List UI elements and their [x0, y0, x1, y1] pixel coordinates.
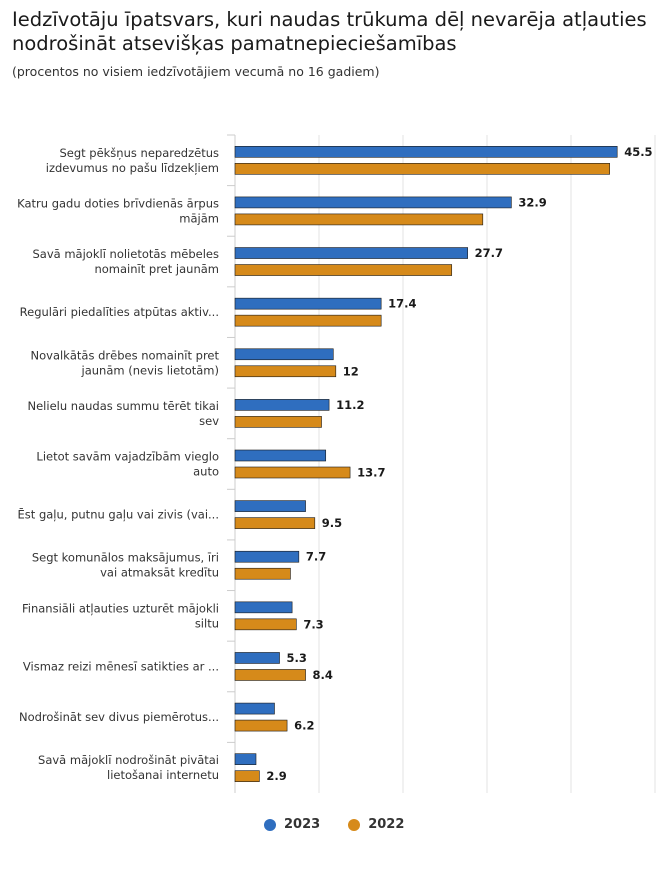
bar-2022[interactable]	[234, 618, 297, 631]
category-label: Vismaz reizi mēnesī satikties ar ...	[23, 659, 219, 673]
bar-2023[interactable]	[234, 753, 257, 765]
category-label: Novalkātās drēbes nomainīt pret jaunām (n…	[31, 348, 220, 377]
bar-2022[interactable]	[234, 213, 484, 226]
category-label: Nelielu naudas summu tērēt tikai sev	[28, 399, 220, 428]
category-label: Segt komunālos maksājumus, īri vai atmaks…	[32, 551, 219, 580]
legend-swatch-2023	[264, 818, 276, 831]
data-label-2023: 7.7	[306, 550, 326, 564]
bar-2022[interactable]	[234, 669, 306, 681]
bar-2023[interactable]	[234, 196, 512, 209]
bar-2023[interactable]	[234, 348, 334, 361]
legend: 2023 2022	[264, 817, 404, 832]
bar-2023[interactable]	[234, 297, 382, 310]
data-label-2022: 6.2	[294, 719, 314, 733]
bar-2023[interactable]	[234, 601, 293, 614]
legend-swatch-2022	[348, 818, 361, 831]
data-label-2023: 45.5	[624, 145, 652, 159]
bar-2023[interactable]	[234, 652, 280, 664]
data-label-2022: 7.3	[303, 617, 323, 631]
category-label: Lietot savām vajadzībām vieglo auto	[36, 450, 219, 479]
legend-item-2023[interactable]: 2023	[264, 817, 320, 832]
data-label-2022: 2.9	[266, 769, 286, 783]
bar-chart: Segt pēkšņus neparedzētus izdevumus no pa…	[17, 134, 656, 793]
legend-label-2022: 2022	[368, 817, 405, 832]
bar-2022[interactable]	[234, 466, 351, 479]
legend-item-2022[interactable]: 2022	[348, 817, 404, 832]
bar-2023[interactable]	[234, 550, 300, 563]
bar-2022[interactable]	[234, 365, 337, 378]
bar-2022[interactable]	[234, 264, 453, 276]
chart-title: Iedzīvotāju īpatsvars, kuri naudas trūku…	[12, 8, 647, 55]
category-label: Ēst gaļu, putnu gaļu vai zivis (vai...	[18, 508, 219, 522]
data-label-2023: 27.7	[475, 246, 503, 260]
chart-subtitle: (procentos no visiem iedzīvotājiem vecum…	[12, 64, 380, 79]
bar-2022[interactable]	[234, 314, 382, 327]
bar-2022[interactable]	[234, 770, 260, 782]
bar-2023[interactable]	[234, 449, 327, 462]
data-label-2022: 12	[343, 364, 359, 378]
data-label-2022: 8.4	[313, 668, 333, 682]
data-label-2023: 32.9	[518, 195, 546, 209]
bar-2023[interactable]	[234, 146, 618, 158]
category-label: Segt pēkšņus neparedzētus izdevumus no pa…	[46, 146, 219, 175]
category-label: Katru gadu doties brīvdienās ārpus mājām	[17, 196, 219, 225]
bar-2023[interactable]	[234, 399, 330, 411]
bar-2022[interactable]	[234, 719, 288, 732]
bar-2023[interactable]	[234, 702, 275, 715]
bar-2023[interactable]	[234, 247, 468, 259]
data-label-2022: 13.7	[357, 466, 385, 480]
category-label: Regulāri piedalīties atpūtas aktiv...	[20, 305, 219, 319]
bar-2022[interactable]	[234, 416, 322, 428]
bar-2022[interactable]	[234, 567, 291, 580]
category-label: Nodrošināt sev divus piemērotus...	[19, 710, 219, 724]
bar-2022[interactable]	[234, 163, 610, 175]
bar-2023[interactable]	[234, 500, 306, 512]
data-label-2022: 9.5	[322, 516, 342, 530]
bar-2022[interactable]	[234, 517, 316, 529]
data-label-2023: 17.4	[388, 297, 416, 311]
category-label: Savā mājoklī nolietotās mēbeles nomainīt …	[33, 247, 220, 276]
legend-label-2023: 2023	[284, 817, 321, 832]
data-label-2023: 5.3	[287, 651, 307, 665]
category-label: Savā mājoklī nodrošināt pivātai lietošana…	[38, 753, 219, 782]
category-label: Finansiāli atļauties uzturēt mājokli silt…	[22, 601, 219, 630]
data-label-2023: 11.2	[336, 398, 364, 412]
